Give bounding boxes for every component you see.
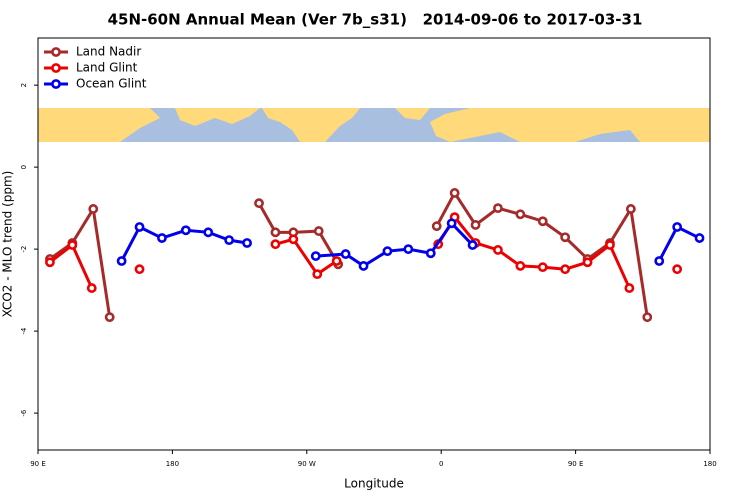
map-strip bbox=[38, 108, 710, 142]
point bbox=[470, 220, 481, 230]
point bbox=[625, 204, 636, 214]
x-tick-label: 0 bbox=[439, 460, 443, 468]
point bbox=[86, 283, 97, 293]
point bbox=[672, 264, 683, 275]
point bbox=[624, 283, 635, 293]
x-tick-label: 90 W bbox=[298, 460, 316, 468]
point bbox=[331, 256, 342, 266]
point bbox=[224, 235, 235, 246]
point bbox=[515, 261, 526, 271]
legend-marker bbox=[51, 79, 61, 89]
point bbox=[340, 249, 351, 259]
legend-marker bbox=[51, 63, 61, 73]
point bbox=[67, 240, 78, 250]
point bbox=[403, 244, 414, 255]
point bbox=[270, 227, 281, 238]
point bbox=[560, 232, 571, 243]
point bbox=[425, 248, 436, 259]
point bbox=[116, 256, 127, 266]
x-tick-label: 90 E bbox=[568, 460, 584, 468]
point bbox=[382, 246, 393, 257]
legend-label: Ocean Glint bbox=[76, 77, 147, 91]
point bbox=[449, 188, 460, 198]
point bbox=[537, 262, 548, 273]
y-axis-label: XCO2 - MLO trend (ppm) bbox=[1, 171, 15, 318]
y-tick-label: -6 bbox=[20, 409, 28, 417]
point bbox=[310, 251, 321, 261]
point bbox=[242, 238, 252, 248]
point bbox=[270, 239, 281, 250]
point bbox=[582, 257, 593, 268]
point bbox=[467, 240, 478, 250]
point bbox=[358, 261, 369, 271]
point bbox=[605, 240, 615, 250]
legend-label: Land Nadir bbox=[76, 45, 141, 59]
y-tick-label: -2 bbox=[20, 246, 28, 253]
point bbox=[493, 245, 503, 255]
point bbox=[180, 225, 191, 236]
point bbox=[88, 204, 99, 214]
point bbox=[694, 233, 705, 243]
point bbox=[515, 209, 526, 220]
point bbox=[654, 256, 665, 266]
y-tick-label: 2 bbox=[20, 83, 28, 87]
legend-label: Land Glint bbox=[76, 61, 138, 75]
legend-marker bbox=[51, 47, 61, 57]
point bbox=[104, 312, 115, 323]
point bbox=[134, 222, 145, 232]
x-tick-label: 90 E bbox=[30, 460, 46, 468]
point bbox=[431, 221, 442, 232]
point bbox=[493, 203, 503, 214]
point bbox=[537, 216, 548, 227]
point bbox=[157, 233, 167, 243]
chart-title: 45N-60N Annual Mean (Ver 7b_s31) 2014-09… bbox=[108, 11, 643, 29]
point bbox=[313, 226, 324, 236]
point bbox=[134, 264, 145, 275]
point bbox=[288, 234, 299, 245]
y-tick-label: -4 bbox=[20, 327, 28, 335]
point bbox=[312, 269, 323, 280]
point bbox=[446, 218, 457, 229]
point bbox=[672, 222, 683, 232]
y-tick-label: 0 bbox=[20, 165, 28, 169]
x-axis-label: Longitude bbox=[344, 477, 404, 491]
point bbox=[642, 312, 653, 323]
point bbox=[254, 198, 264, 209]
point bbox=[203, 227, 214, 238]
x-tick-label: 180 bbox=[166, 460, 179, 468]
plot-frame bbox=[37, 37, 711, 451]
point bbox=[560, 264, 571, 275]
point bbox=[45, 257, 55, 268]
x-tick-label: 180 bbox=[703, 460, 716, 468]
